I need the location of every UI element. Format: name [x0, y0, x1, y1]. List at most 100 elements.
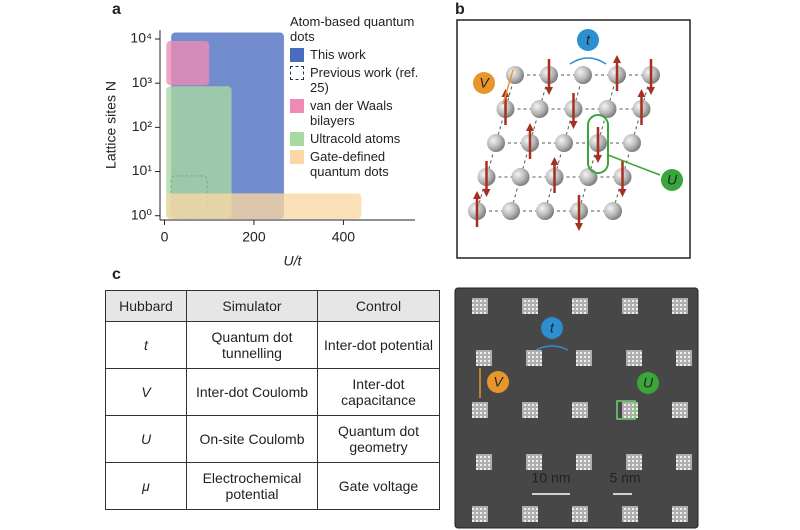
quantum-dot	[676, 454, 692, 470]
quantum-dot	[476, 454, 492, 470]
dot-highlight	[616, 400, 636, 420]
panel-label: b	[455, 1, 465, 18]
site	[536, 202, 554, 220]
spin-head	[618, 189, 627, 197]
stm-image: t V U 10 nm 5 nm	[454, 287, 699, 529]
onsite-highlight	[587, 114, 609, 174]
legend-label: Ultracold atoms	[310, 131, 401, 146]
symbol-label: V	[479, 75, 490, 91]
quantum-dot	[572, 402, 588, 418]
region	[166, 41, 210, 86]
quantum-dot	[472, 298, 488, 314]
table-header: Hubbard Simulator Control	[105, 290, 440, 322]
x-axis-label: U/t	[284, 253, 303, 269]
table-body: t Quantum dot tunnelling Inter-dot potenti…	[105, 321, 440, 510]
lattice-diagram: t V U	[456, 19, 691, 259]
site	[530, 100, 549, 118]
spin-head	[613, 55, 621, 63]
legend-item: van der Waals bilayers	[290, 98, 420, 128]
table-cell: Electrochemical potential	[186, 462, 318, 510]
table-cell: μ	[105, 462, 187, 510]
table-row: t Quantum dot tunnelling Inter-dot potenti…	[105, 321, 440, 369]
legend-swatch	[290, 150, 304, 164]
x-tick-label: 0	[161, 229, 169, 245]
y-tick-label: 10⁰	[131, 206, 153, 222]
quantum-dot	[472, 402, 488, 418]
quantum-dot	[672, 402, 688, 418]
symbol-label: U	[643, 375, 654, 391]
table: Hubbard Simulator Control t Quantum dot tun…	[105, 290, 440, 510]
spin-head	[550, 157, 559, 165]
legend-label: This work	[310, 47, 366, 62]
spin-head	[569, 121, 578, 129]
legend-title: Atom-based quantum dots	[290, 14, 415, 44]
spin-head	[594, 155, 602, 163]
panel-label: a	[112, 1, 121, 18]
symbol-badge	[487, 371, 509, 393]
spin-head	[647, 87, 655, 95]
legend-swatch	[290, 66, 304, 80]
column-header: Simulator	[186, 290, 318, 322]
table-cell: Inter-dot potential	[317, 321, 440, 369]
quantum-dot	[526, 454, 542, 470]
site	[604, 202, 622, 220]
symbol-label: U	[667, 172, 678, 188]
plot: 10⁰ 10¹ 10² 10³ 10⁴ 0 200 400 U/t Lattice sites N	[103, 30, 415, 269]
symbol-badge	[473, 72, 495, 94]
quantum-dot	[476, 350, 492, 366]
legend-swatch	[290, 99, 304, 113]
site	[598, 100, 617, 118]
legend-label: Gate-defined quantum dots	[310, 149, 389, 179]
legend-item: This work	[290, 47, 420, 62]
scale-label: 5 nm	[609, 470, 640, 486]
region	[166, 86, 232, 219]
table-cell: U	[105, 415, 187, 463]
table-cell: On-site Coulomb	[186, 415, 318, 463]
symbol-label: t	[586, 32, 591, 48]
site	[574, 66, 592, 84]
v-bar	[502, 69, 514, 105]
spin-head	[482, 189, 491, 197]
y-tick-label: 10¹	[132, 162, 153, 178]
symbol-label: t	[550, 320, 555, 336]
spin-head	[637, 89, 646, 97]
scale-label: 10 nm	[532, 470, 571, 486]
legend-label: van der Waals bilayers	[310, 98, 393, 128]
quantum-dot	[472, 506, 488, 522]
quantum-dot	[626, 454, 642, 470]
quantum-dot	[522, 402, 538, 418]
legend-item: Gate-defined quantum dots	[290, 149, 420, 179]
quantum-dot	[576, 454, 592, 470]
symbol-badge	[661, 169, 683, 191]
site	[623, 134, 641, 152]
quantum-dot	[622, 402, 638, 418]
table-row: U On-site Coulomb Quantum dot geometry	[105, 415, 440, 463]
spin-head	[526, 123, 534, 131]
spin-head	[575, 223, 583, 231]
table-cell: Gate voltage	[317, 462, 440, 510]
legend-item: Ultracold atoms	[290, 131, 420, 146]
symbol-badge	[541, 317, 563, 339]
y-tick-label: 10²	[132, 118, 153, 134]
table-cell: Inter-dot capacitance	[317, 368, 440, 416]
quantum-dot	[576, 350, 592, 366]
legend-swatch	[290, 48, 304, 62]
quantum-dot	[526, 350, 542, 366]
site	[502, 202, 520, 220]
hop-arrow	[535, 345, 569, 351]
hop-arrow	[569, 57, 607, 65]
site	[555, 134, 573, 152]
legend-label: Previous work (ref. 25)	[310, 65, 419, 95]
table-cell: Quantum dot geometry	[317, 415, 440, 463]
table-row: μ Electrochemical potential Gate voltage	[105, 462, 440, 510]
symbol-badge	[577, 29, 599, 51]
table-cell: Inter-dot Coulomb	[186, 368, 318, 416]
spin-head	[545, 87, 553, 95]
x-tick-label: 200	[242, 229, 266, 245]
quantum-dot	[572, 506, 588, 522]
x-tick-label: 400	[332, 229, 356, 245]
table-cell: V	[105, 368, 187, 416]
table-row: V Inter-dot Coulomb Inter-dot capacitance	[105, 368, 440, 416]
